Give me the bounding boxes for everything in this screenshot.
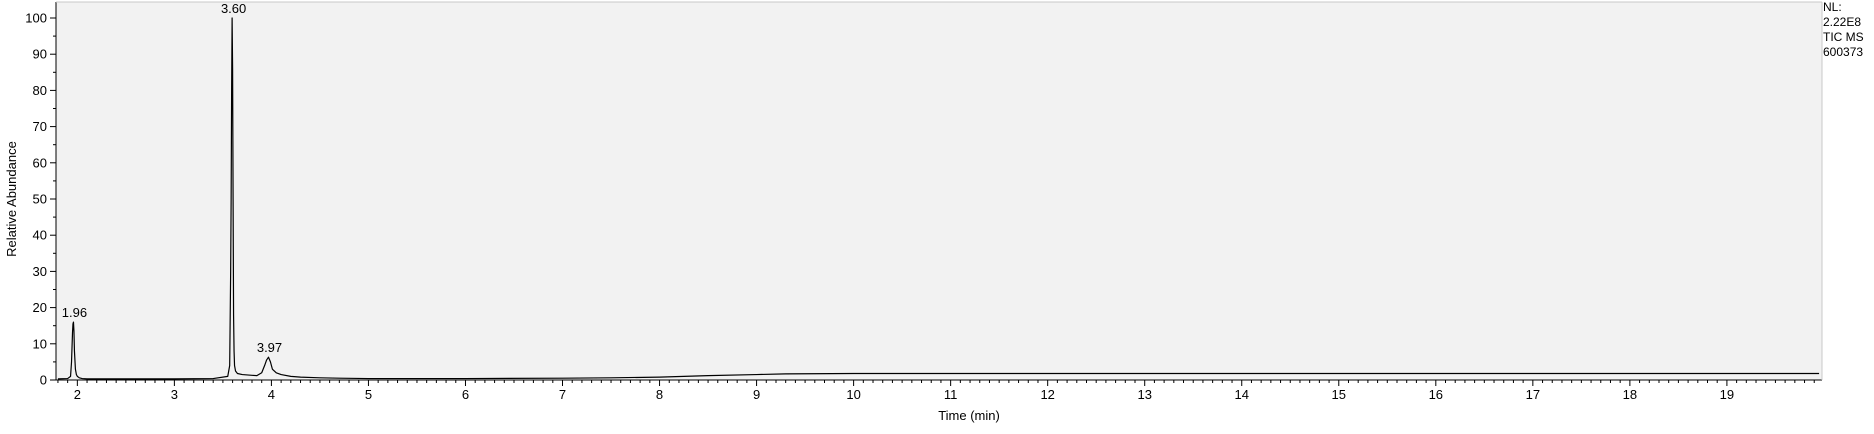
data-layer: 1.96 3.60 3.97	[57, 1, 1820, 380]
x-tick-label: 5	[365, 387, 372, 402]
scan-filter: TIC MS	[1823, 30, 1864, 44]
peak-label: 3.97	[257, 340, 282, 355]
x-tick-label: 3	[171, 387, 178, 402]
x-tick-label: 6	[462, 387, 469, 402]
nl-value: 2.22E8	[1823, 15, 1862, 29]
y-tick-label: 0	[40, 373, 47, 388]
x-axis-label: Time (min)	[938, 408, 1000, 423]
axes	[55, 1, 1823, 381]
x-tick-label: 8	[656, 387, 663, 402]
axis-ticks: 2 3 4 5 6 7 8 9 10 11 12 13 14 15 16 17 18 19 0 10 20 30 40 50 6…	[25, 11, 1815, 402]
x-tick-label: 9	[753, 387, 760, 402]
x-tick-label: 4	[268, 387, 275, 402]
chromatogram-trace	[57, 17, 1820, 380]
y-tick-label: 20	[33, 300, 47, 315]
y-tick-label: 70	[33, 119, 47, 134]
x-tick-label: 11	[944, 387, 958, 402]
y-tick-label: 100	[25, 11, 47, 26]
plot-background	[56, 2, 1822, 380]
x-tick-label: 17	[1526, 387, 1540, 402]
y-tick-label: 40	[33, 228, 47, 243]
y-axis-label: Relative Abundance	[4, 141, 19, 257]
normalization-info: NL: 2.22E8 TIC MS 600373	[1823, 0, 1873, 60]
peak-label: 3.60	[221, 1, 246, 16]
x-tick-label: 16	[1429, 387, 1443, 402]
file-id: 600373	[1823, 45, 1864, 59]
y-tick-label: 90	[33, 47, 47, 62]
peak-label: 1.96	[62, 305, 87, 320]
x-tick-label: 12	[1040, 387, 1054, 402]
y-tick-label: 10	[33, 336, 47, 351]
x-tick-label: 15	[1332, 387, 1346, 402]
x-tick-label: 2	[74, 387, 81, 402]
x-tick-label: 7	[559, 387, 566, 402]
x-tick-label: 13	[1137, 387, 1151, 402]
x-tick-label: 19	[1720, 387, 1734, 402]
x-tick-label: 10	[846, 387, 860, 402]
x-tick-label: 14	[1235, 387, 1249, 402]
y-tick-label: 80	[33, 83, 47, 98]
y-tick-label: 30	[33, 264, 47, 279]
nl-label: NL:	[1823, 0, 1842, 14]
x-tick-label: 18	[1623, 387, 1637, 402]
y-tick-label: 60	[33, 155, 47, 170]
y-tick-label: 50	[33, 192, 47, 207]
